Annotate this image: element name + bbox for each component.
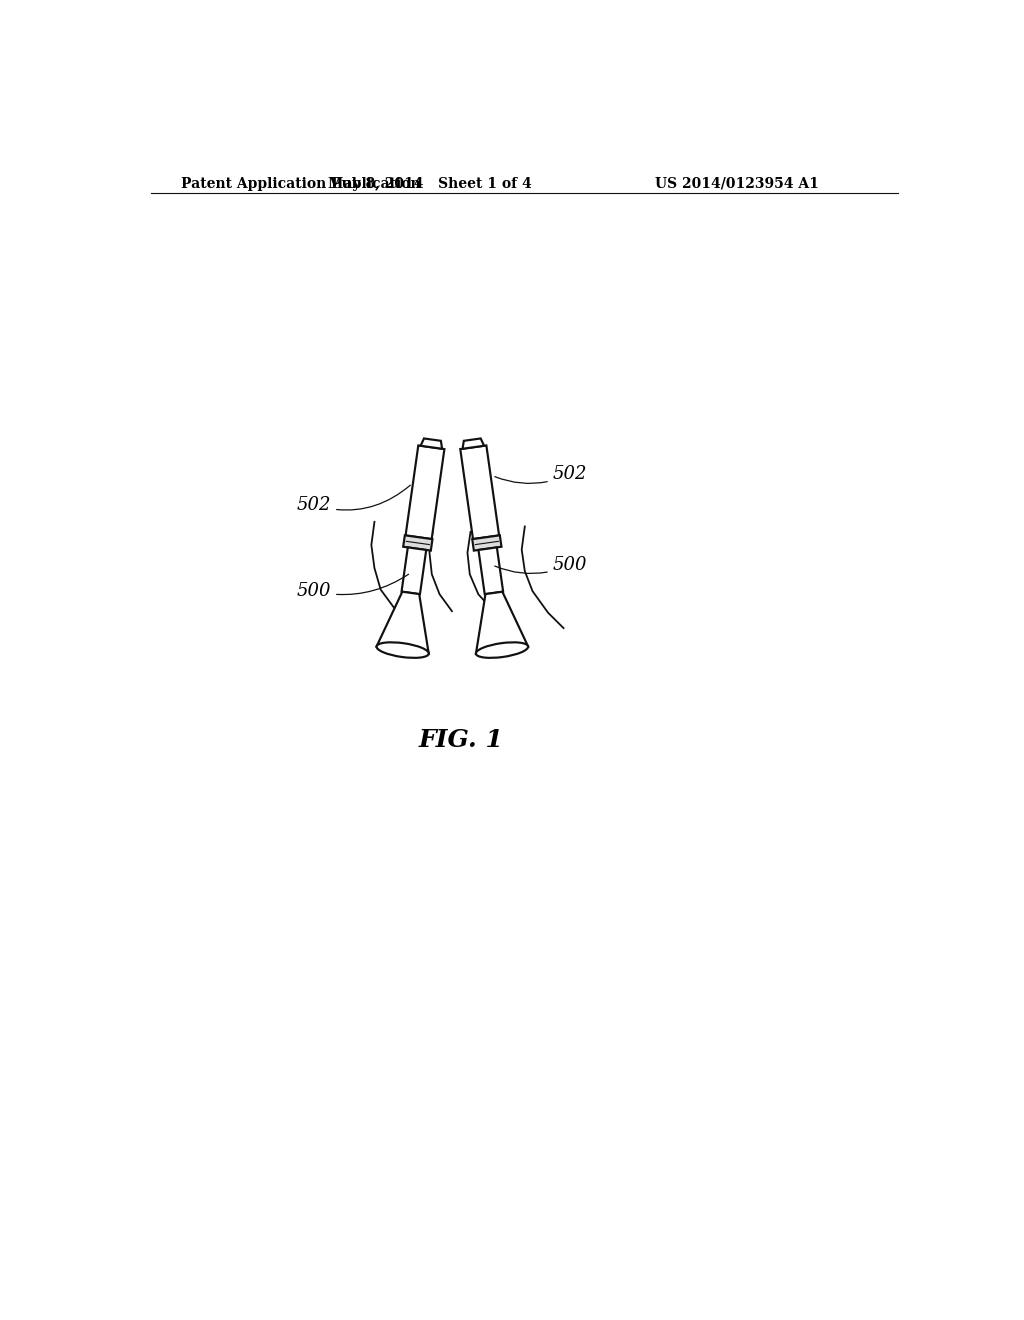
Text: 500: 500 — [297, 574, 409, 601]
Ellipse shape — [476, 643, 528, 657]
Polygon shape — [460, 445, 499, 539]
Text: Patent Application Publication: Patent Application Publication — [180, 177, 420, 191]
Text: 502: 502 — [495, 465, 587, 483]
Polygon shape — [476, 591, 528, 653]
Text: 502: 502 — [297, 486, 411, 513]
Text: May 8, 2014   Sheet 1 of 4: May 8, 2014 Sheet 1 of 4 — [329, 177, 532, 191]
Ellipse shape — [377, 643, 429, 657]
Text: 500: 500 — [495, 556, 587, 574]
Polygon shape — [463, 438, 484, 449]
Polygon shape — [478, 548, 503, 594]
Polygon shape — [421, 438, 442, 449]
Polygon shape — [406, 445, 444, 539]
Polygon shape — [403, 536, 432, 550]
Text: FIG. 1: FIG. 1 — [419, 727, 504, 752]
Polygon shape — [377, 591, 429, 653]
Text: US 2014/0123954 A1: US 2014/0123954 A1 — [655, 177, 819, 191]
Polygon shape — [401, 548, 426, 594]
Polygon shape — [472, 536, 502, 550]
